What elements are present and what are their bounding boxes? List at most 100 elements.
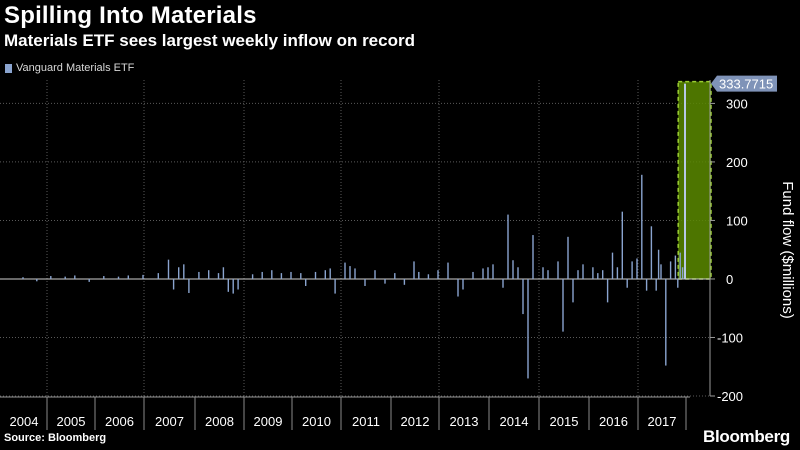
data-bar [334,278,336,294]
data-bar [562,278,564,332]
legend: Vanguard Materials ETF [5,62,134,74]
data-bar [621,211,623,279]
data-bar [660,264,662,279]
data-bar [208,270,210,279]
data-bar [567,236,569,279]
data-bar [280,273,283,279]
data-bar [50,276,52,279]
data-bar [374,270,376,279]
data-bar [251,274,254,279]
data-bar [300,273,302,279]
data-bar [665,278,667,366]
x-tick-label: 2017 [648,414,677,429]
data-bar [517,267,519,279]
y-tick-label: 300 [726,96,748,111]
data-bar [507,214,509,279]
y-axis-title: Fund flow ($millions) [779,181,796,319]
data-bar [305,278,307,286]
data-bar [178,267,180,279]
data-bar [222,267,225,279]
data-bar [74,275,76,279]
data-bar [394,273,396,279]
data-bar [183,264,185,279]
data-bar [674,255,677,279]
data-bar [314,271,317,279]
y-tick-label: 200 [726,155,748,170]
data-bar [611,252,614,279]
data-bar [557,261,559,279]
data-bar [290,271,292,279]
data-bar [650,226,653,279]
data-bar [677,278,679,288]
data-bar [232,278,234,294]
data-bar [527,278,529,379]
data-bar [22,277,24,279]
data-bar [413,261,415,279]
last-value-flag [711,75,777,92]
data-bar [641,174,643,279]
x-tick-label: 2013 [450,414,479,429]
data-bar [597,273,599,279]
data-bar [329,268,331,279]
x-tick-label: 2016 [599,414,628,429]
data-bar [602,270,604,279]
data-bar [522,278,524,315]
data-bar [227,278,229,292]
data-bar [198,271,200,279]
data-bar [324,270,326,279]
y-tick-label: -200 [717,389,743,404]
data-bar [542,267,544,279]
data-bar [592,267,594,279]
data-bar [631,261,633,279]
data-bar [502,278,504,288]
data-bar [117,276,120,279]
data-bar [384,278,386,284]
data-bar [572,278,574,303]
x-tick-label: 2015 [550,414,579,429]
data-bar [606,278,609,303]
data-bar [172,278,175,290]
data-bar [681,267,684,279]
bloomberg-logo: Bloomberg [702,427,790,446]
data-bar [492,264,494,279]
data-bar [271,270,273,279]
data-bar [261,271,263,279]
x-tick-label: 2012 [401,414,430,429]
data-bar [669,261,672,279]
highlight-box [677,80,712,280]
data-bar [582,264,584,279]
chart-title: Spilling Into Materials [4,2,257,29]
data-bar [237,278,239,290]
data-bar [462,278,464,290]
data-bar [103,276,105,279]
data-bar [418,271,420,279]
data-bar [36,278,38,282]
data-bar [655,278,657,291]
data-bar [447,262,449,279]
x-tick-label: 2014 [500,414,529,429]
data-bar [427,274,430,279]
legend-swatch [5,63,12,73]
data-bar [157,273,159,279]
chart-subtitle: Materials ETF sees largest weekly inflow… [4,31,415,50]
data-bar [403,278,406,285]
data-bar [167,259,170,279]
x-tick-label: 2009 [254,414,283,429]
data-bar [64,276,66,279]
data-bar [547,270,549,279]
data-bar [626,278,628,288]
data-bar [577,270,579,279]
legend-label: Vanguard Materials ETF [16,62,135,74]
data-bar [684,83,686,279]
data-bar [349,266,351,279]
data-bar [437,270,439,279]
data-bar [616,267,619,279]
data-bar [679,252,681,279]
y-tick-label: 0 [726,272,733,287]
data-bar [217,273,220,279]
data-bar [645,278,648,291]
x-tick-label: 2008 [205,414,234,429]
x-tick-label: 2010 [302,414,331,429]
x-tick-label: 2006 [105,414,134,429]
